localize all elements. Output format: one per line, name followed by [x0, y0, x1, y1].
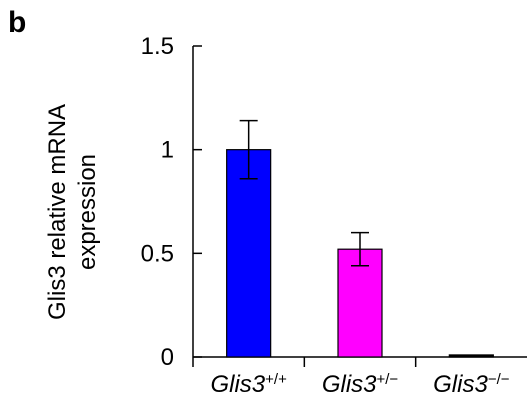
y-tick-label: 0.5	[141, 240, 174, 267]
x-tick-label: Glis3+/+	[210, 371, 287, 398]
y-tick-label: 1	[161, 137, 174, 164]
y-axis-title-line-1: Glis3 relative mRNA	[44, 104, 71, 320]
x-tick-label: Glis3+/−	[322, 371, 399, 398]
bar	[448, 354, 494, 358]
y-axis-title-line-2: expression	[74, 154, 101, 270]
panel-label: b	[8, 6, 26, 39]
y-tick-label: 1.5	[141, 33, 174, 60]
x-tick-label: Glis3−/−	[433, 371, 510, 398]
bar	[337, 248, 383, 358]
bar	[226, 149, 272, 358]
plot-area: 0 0.5 1 1.5 Glis3+/+ Glis3+/− Glis3−/−	[141, 33, 527, 398]
y-tick-label: 0	[161, 344, 174, 371]
y-axis-title: Glis3 relative mRNA expression	[44, 104, 101, 320]
